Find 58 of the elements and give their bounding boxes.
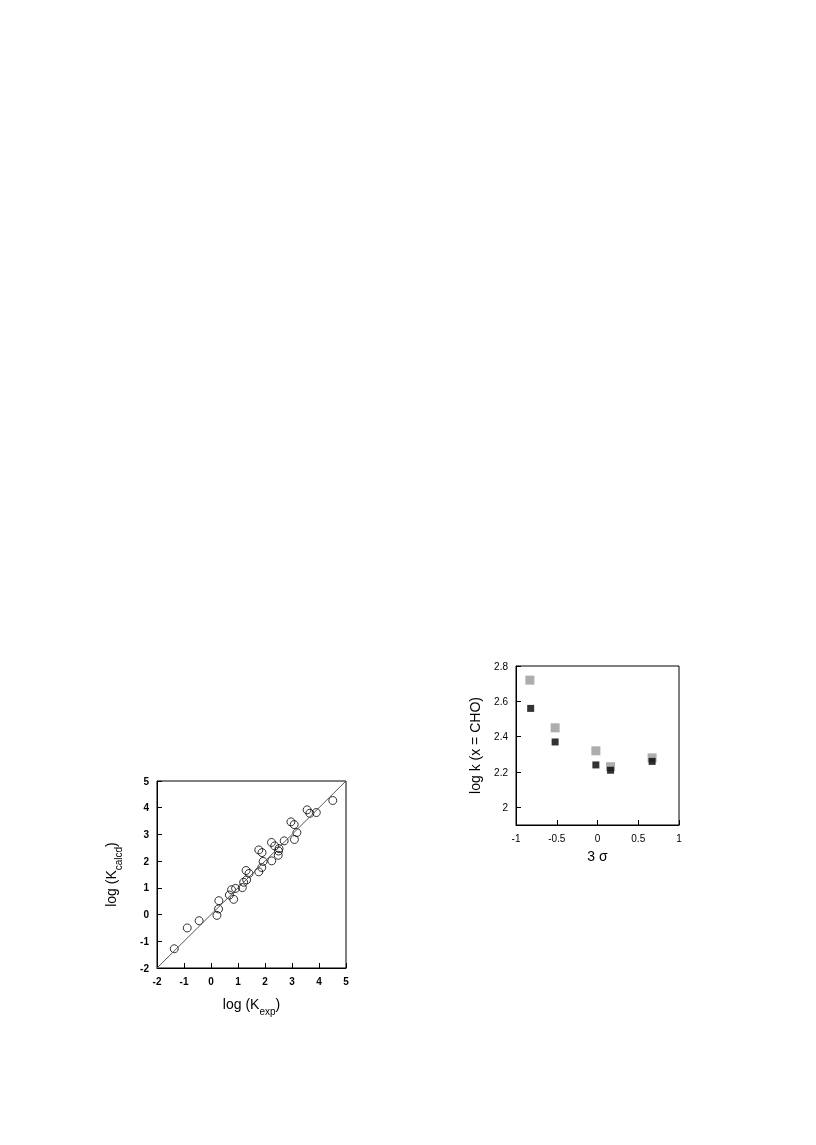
y-tick-label: -1: [140, 935, 150, 947]
point: [257, 863, 267, 873]
point: [592, 761, 600, 769]
y-tick-label: 2.8: [494, 660, 509, 672]
point: [194, 916, 204, 926]
x-tick-label: 3: [289, 975, 296, 987]
y-tick-label: 2.2: [494, 766, 509, 778]
x-tick-label: 0: [208, 975, 215, 987]
y-tick-label: 2: [143, 855, 150, 867]
x-tick-label: 2: [262, 975, 269, 987]
point: [231, 883, 241, 893]
point: [237, 883, 247, 893]
point: [214, 896, 224, 906]
x-tick-label: 1: [676, 832, 683, 844]
x-axis-title: 3 σ: [587, 848, 609, 864]
point: [550, 723, 560, 733]
point: [254, 867, 264, 877]
y-tick-label: 0: [143, 909, 150, 921]
y-axis-title: log k (x = CHO): [467, 697, 483, 794]
point: [551, 738, 559, 746]
x-tick-label: -1: [179, 975, 189, 987]
point: [227, 885, 237, 895]
point: [292, 828, 302, 838]
point: [258, 856, 268, 866]
point: [267, 856, 277, 866]
x-tick-label: -0.5: [548, 832, 566, 844]
point: [229, 894, 239, 904]
x-tick-label: 1: [235, 975, 242, 987]
x-tick-label: 5: [343, 975, 350, 987]
point: [289, 835, 299, 844]
point: [224, 890, 234, 900]
y-tick-label: 2.6: [494, 695, 509, 707]
x-tick-label: 4: [316, 975, 323, 987]
y-tick-label: 1: [143, 882, 150, 894]
point: [169, 944, 179, 954]
y-tick-label: -2: [140, 962, 150, 974]
x-tick-label: 0.5: [631, 832, 646, 844]
point: [182, 923, 192, 933]
point: [648, 757, 656, 765]
point: [525, 675, 535, 685]
y-tick-label: 5: [143, 775, 150, 787]
point: [591, 746, 601, 756]
point: [214, 904, 224, 914]
y-tick-label: 2.4: [494, 731, 509, 743]
point: [607, 766, 615, 774]
point: [311, 808, 321, 818]
y-axis-title: log (Kcalcd): [103, 842, 124, 907]
y-tick-label: 2: [502, 801, 509, 813]
x-tick-label: -2: [152, 975, 162, 987]
point: [273, 850, 283, 860]
x-tick-label: -1: [511, 832, 521, 844]
point: [212, 910, 222, 920]
point: [328, 796, 338, 805]
x-tick-label: 0: [594, 832, 601, 844]
point: [527, 704, 535, 712]
y-tick-label: 4: [143, 802, 150, 814]
point: [266, 837, 276, 847]
point: [279, 836, 289, 846]
